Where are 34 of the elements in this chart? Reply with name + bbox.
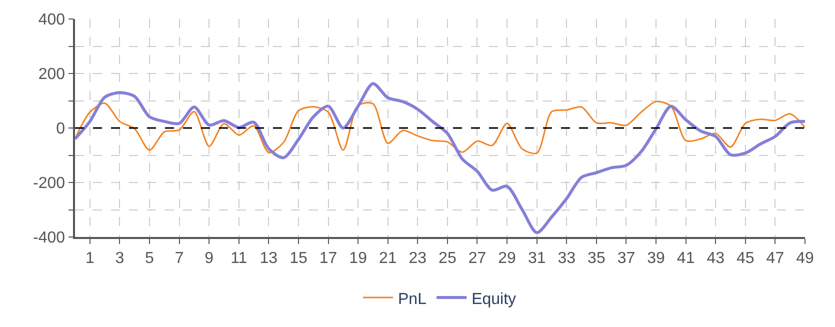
x-tick-label: 17 (319, 250, 338, 267)
y-tick-label: 0 (56, 120, 66, 138)
x-tick-label: 15 (290, 250, 308, 267)
y-tick-label: 200 (38, 66, 66, 84)
x-tick-label: 41 (676, 250, 695, 267)
x-tick-label: 21 (378, 250, 397, 267)
x-tick-label: 35 (588, 250, 606, 267)
line-series (75, 100, 805, 154)
y-tick-label: -200 (33, 175, 66, 192)
x-tick-label: 33 (558, 250, 576, 267)
x-tick-label: 13 (260, 250, 278, 267)
x-tick-label: 27 (468, 250, 486, 267)
x-tick-label: 37 (617, 250, 636, 267)
x-tick-label: 1 (85, 250, 94, 267)
x-tick-label: 9 (204, 250, 214, 267)
x-tick-label: 39 (647, 250, 666, 267)
x-tick-label: 29 (498, 250, 516, 267)
y-tick-label: 400 (38, 12, 66, 29)
legend-label: PnL (398, 290, 427, 308)
x-tick-label: 25 (438, 250, 456, 267)
x-tick-label: 7 (174, 250, 184, 267)
legend-label: Equity (472, 290, 516, 308)
x-tick-label: 23 (408, 250, 427, 267)
x-tick-label: 49 (796, 250, 814, 267)
x-tick-label: 19 (349, 250, 368, 267)
x-tick-label: 47 (766, 250, 784, 267)
x-tick-label: 11 (230, 250, 248, 267)
x-tick-label: 3 (115, 250, 124, 267)
x-tick-label: 31 (528, 250, 546, 267)
x-tick-label: 43 (706, 250, 725, 267)
y-tick-label: -400 (33, 230, 66, 247)
x-tick-label: 5 (145, 250, 154, 267)
x-tick-label: 45 (736, 250, 754, 267)
line-series (75, 82, 805, 234)
